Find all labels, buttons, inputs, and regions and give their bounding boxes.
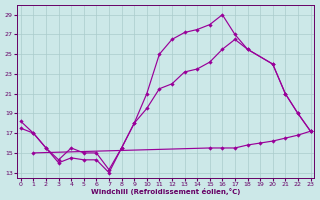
- X-axis label: Windchill (Refroidissement éolien,°C): Windchill (Refroidissement éolien,°C): [91, 188, 240, 195]
